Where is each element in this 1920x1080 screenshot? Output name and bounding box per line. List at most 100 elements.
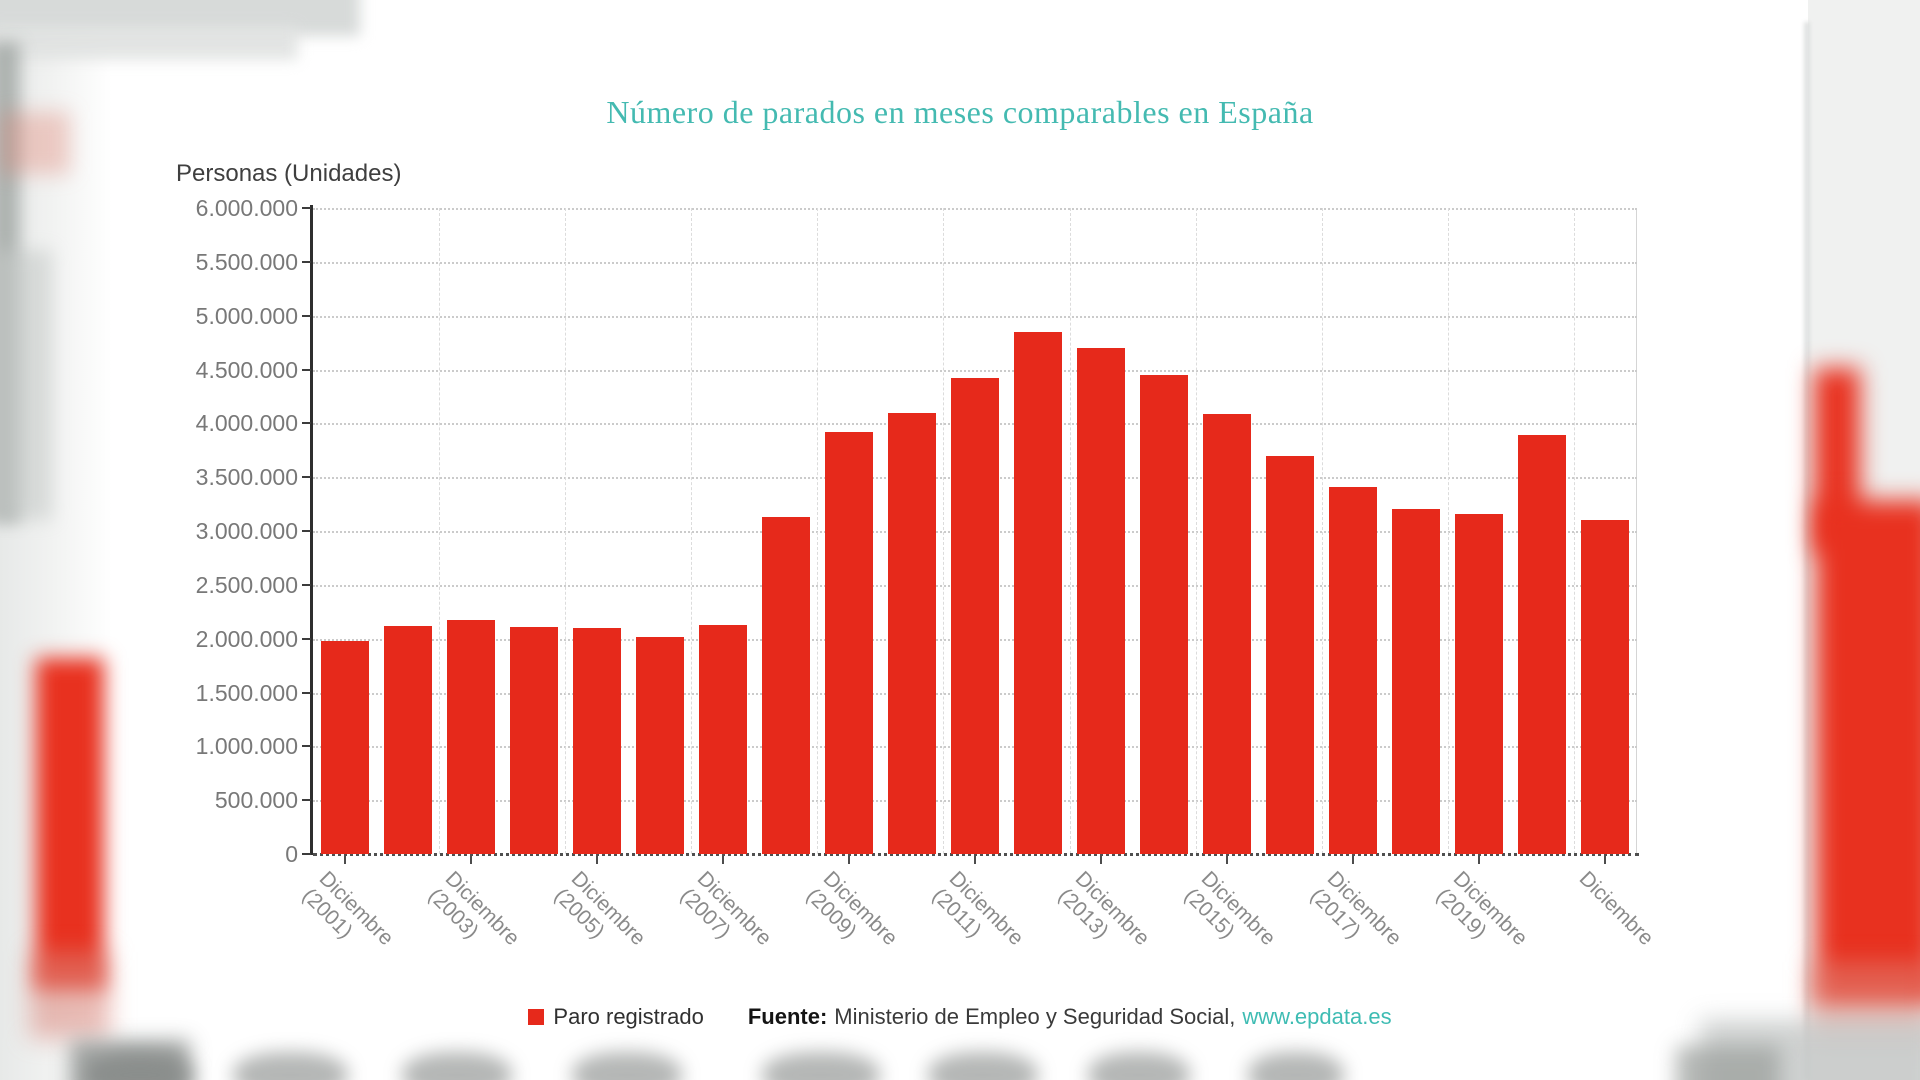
h-gridline	[313, 315, 1637, 318]
backdrop-right-seam	[1804, 22, 1810, 1080]
x-tick-label: Diciembre (2005)	[549, 867, 650, 951]
source-link[interactable]: www.epdata.es	[1242, 1004, 1392, 1029]
y-axis-line	[310, 205, 313, 855]
x-tick-mark	[1352, 856, 1355, 864]
v-gridline	[1447, 208, 1449, 854]
v-gridline	[1195, 208, 1197, 854]
x-tick-mark	[1478, 856, 1481, 864]
x-tick-mark	[974, 856, 976, 864]
bar-diciembre-2006[interactable]	[635, 636, 684, 854]
bar-diciembre-2020[interactable]	[1518, 435, 1567, 854]
legend-row: Paro registrado Fuente: Ministerio de Em…	[0, 1000, 1920, 1034]
bar-diciembre-2014[interactable]	[1140, 374, 1189, 854]
x-tick-mark	[595, 856, 598, 864]
backdrop-bottom-blob	[85, 1052, 195, 1080]
y-tick-label: 3.000.000	[195, 518, 298, 544]
backdrop-right-red-spike	[1814, 368, 1860, 553]
plot-area	[313, 208, 1637, 854]
v-gridline	[817, 208, 819, 854]
bar-diciembre-2015[interactable]	[1203, 413, 1252, 854]
h-gridline	[313, 208, 1637, 210]
y-tick-label: 1.000.000	[195, 733, 298, 760]
bar-diciembre-2004[interactable]	[509, 626, 558, 854]
bar-diciembre-2012[interactable]	[1014, 331, 1063, 854]
backdrop-bottom-blob	[572, 1052, 682, 1080]
x-tick-label: Diciembre	[1575, 867, 1659, 951]
backdrop-bottom-blob	[928, 1052, 1038, 1080]
bar-diciembre-2021[interactable]	[1581, 520, 1630, 854]
backdrop-bottom-blob	[233, 1052, 348, 1080]
y-tick-label: 2.000.000	[195, 625, 298, 652]
source-line: Fuente: Ministerio de Empleo y Seguridad…	[748, 1004, 1392, 1030]
bar-diciembre-2013[interactable]	[1077, 347, 1126, 854]
x-tick-label: Diciembre (2003)	[423, 867, 524, 951]
x-tick-label: Diciembre (2011)	[927, 867, 1028, 951]
y-axis-title: Personas (Unidades)	[176, 160, 402, 187]
y-tick-mark	[302, 422, 311, 425]
y-tick-mark	[302, 799, 311, 802]
backdrop-topleft-blob-2	[0, 26, 298, 60]
x-tick-mark	[343, 856, 346, 864]
source-text: Ministerio de Empleo y Seguridad Social,	[834, 1004, 1236, 1029]
y-tick-label: 6.000.000	[195, 195, 298, 221]
bar-diciembre-2019[interactable]	[1455, 513, 1504, 854]
legend-label: Paro registrado	[553, 1004, 704, 1029]
bar-diciembre-2003[interactable]	[446, 620, 495, 854]
y-tick-mark	[302, 853, 311, 855]
y-tick-label: 0	[285, 841, 298, 867]
y-tick-label: 4.500.000	[195, 356, 298, 383]
bar-diciembre-2010[interactable]	[887, 412, 936, 854]
y-tick-label: 5.000.000	[195, 302, 298, 329]
bar-diciembre-2016[interactable]	[1266, 455, 1315, 854]
bar-diciembre-2017[interactable]	[1329, 486, 1378, 854]
v-gridline	[943, 208, 945, 854]
y-tick-mark	[302, 691, 311, 694]
y-tick-mark	[302, 368, 311, 371]
y-tick-label: 4.000.000	[195, 410, 298, 437]
y-tick-mark	[302, 476, 311, 479]
y-tick-mark	[302, 260, 311, 263]
x-tick-label: Diciembre (2015)	[1179, 867, 1281, 951]
bar-diciembre-2011[interactable]	[951, 378, 999, 854]
bar-diciembre-2005[interactable]	[572, 627, 621, 854]
bar-diciembre-2001[interactable]	[320, 640, 369, 854]
bar-diciembre-2009[interactable]	[824, 431, 873, 854]
bar-diciembre-2008[interactable]	[761, 517, 810, 854]
bar-diciembre-2018[interactable]	[1392, 509, 1441, 854]
x-tick-label: Diciembre (2019)	[1432, 867, 1533, 951]
x-tick-mark	[847, 856, 850, 864]
h-gridline	[313, 261, 1637, 264]
v-gridline	[691, 208, 693, 854]
x-axis-baseline	[313, 853, 1639, 856]
x-tick-mark	[1100, 856, 1103, 864]
y-tick-label: 1.500.000	[195, 679, 298, 706]
backdrop-left-red-bar	[36, 658, 104, 990]
x-tick-mark	[721, 856, 724, 864]
source-prefix: Fuente:	[747, 1004, 828, 1029]
y-tick-mark	[302, 583, 311, 586]
backdrop-right-band	[1808, 0, 1920, 1080]
x-tick-mark	[469, 856, 472, 864]
v-gridline	[1069, 208, 1071, 854]
backdrop-topleft-blob	[0, 0, 360, 36]
chart-title: Número de parados en meses comparables e…	[606, 94, 1314, 130]
y-tick-mark	[302, 207, 311, 209]
v-gridline	[565, 208, 567, 854]
y-tick-mark	[302, 745, 311, 748]
bar-diciembre-2007[interactable]	[698, 624, 747, 854]
x-tick-mark	[1604, 856, 1607, 864]
y-tick-mark	[302, 637, 311, 640]
v-gridline	[439, 208, 441, 854]
x-tick-label: Diciembre (2013)	[1053, 867, 1154, 951]
legend-item-paro-registrado[interactable]: Paro registrado	[528, 1004, 704, 1030]
backdrop-bottom-blob	[1248, 1052, 1344, 1080]
backdrop-right-red-bar	[1816, 500, 1920, 1005]
y-tick-mark	[302, 314, 311, 317]
y-tick-label: 500.000	[214, 787, 298, 814]
h-gridline	[313, 369, 1637, 372]
backdrop-bottom-blob	[1088, 1052, 1190, 1080]
bar-diciembre-2002[interactable]	[383, 625, 432, 854]
y-tick-label: 5.500.000	[195, 248, 298, 275]
backdrop-bottom-blob	[402, 1052, 512, 1080]
